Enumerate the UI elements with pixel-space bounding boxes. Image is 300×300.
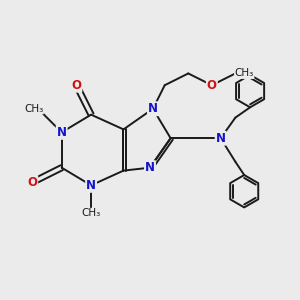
Text: CH₃: CH₃ <box>24 104 43 114</box>
Text: N: N <box>148 102 158 115</box>
Text: O: O <box>27 176 37 189</box>
Text: N: N <box>216 132 226 145</box>
Text: CH₃: CH₃ <box>82 208 101 218</box>
Text: CH₃: CH₃ <box>235 68 254 78</box>
Text: O: O <box>71 79 81 92</box>
Text: N: N <box>57 126 67 139</box>
Text: N: N <box>145 161 155 174</box>
Text: N: N <box>86 179 96 192</box>
Text: O: O <box>207 79 217 92</box>
